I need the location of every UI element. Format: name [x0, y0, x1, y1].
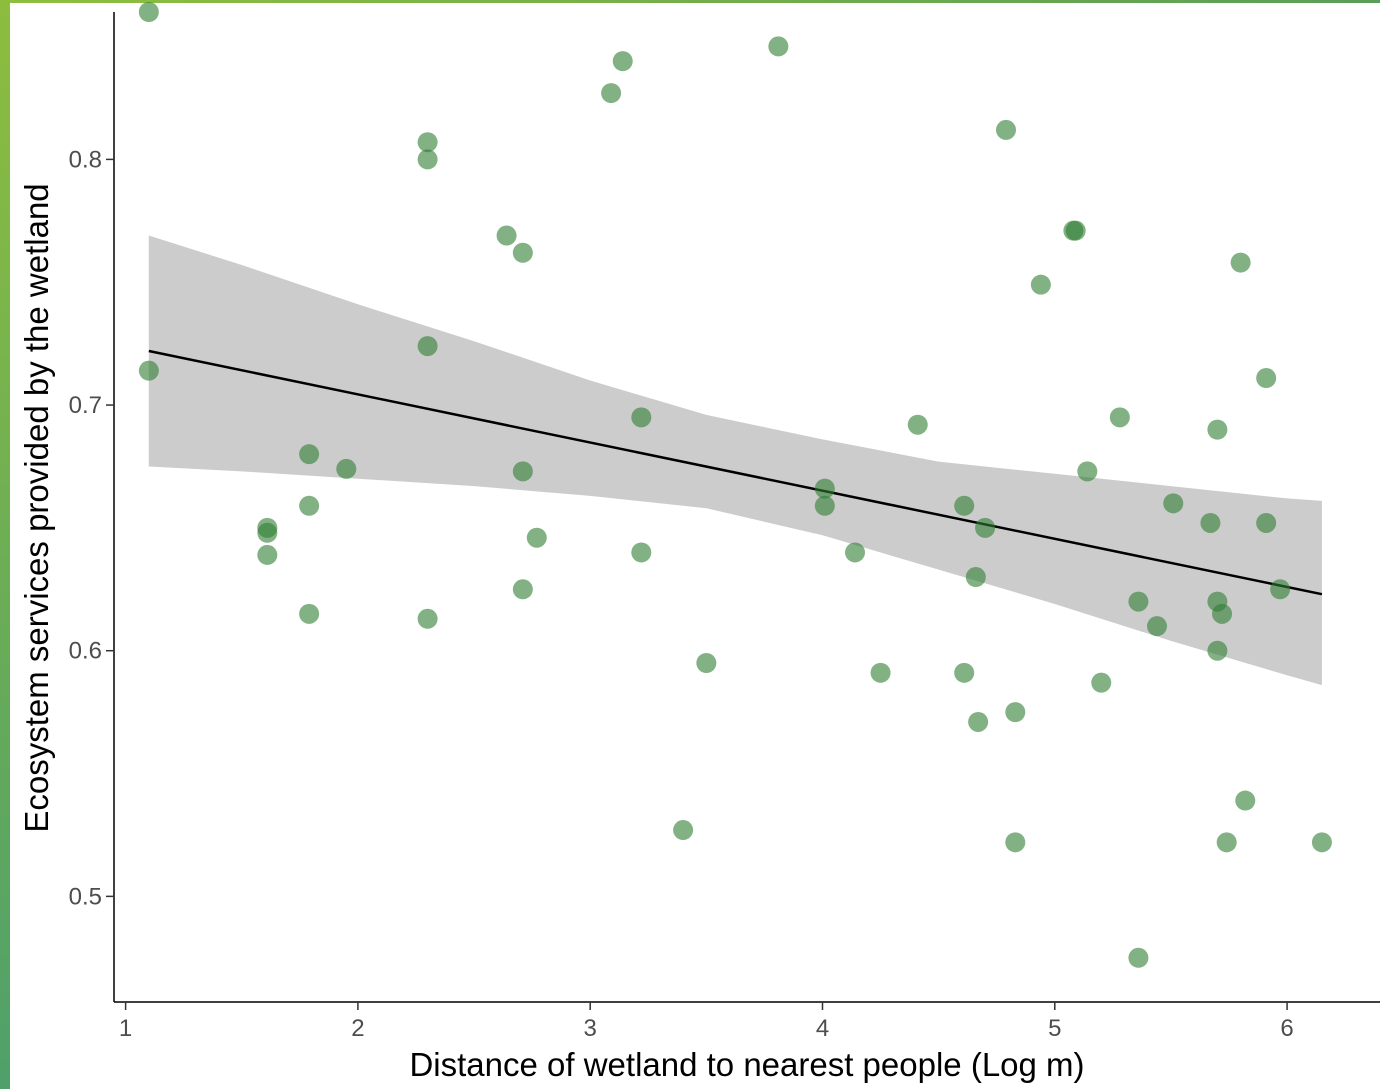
- data-point: [814, 478, 835, 499]
- x-axis-title: Distance of wetland to nearest people (L…: [409, 1046, 1084, 1083]
- data-point: [336, 458, 357, 479]
- data-points-layer: [138, 2, 1332, 968]
- data-point: [512, 461, 533, 482]
- data-point: [996, 119, 1017, 140]
- data-point: [1230, 252, 1251, 273]
- data-point: [1128, 947, 1149, 968]
- data-point: [954, 495, 975, 516]
- data-point: [138, 2, 159, 22]
- data-point: [1128, 591, 1149, 612]
- data-point: [1065, 220, 1086, 241]
- data-point: [954, 662, 975, 683]
- data-point: [1146, 616, 1167, 637]
- data-point: [299, 603, 320, 624]
- data-point: [1200, 512, 1221, 533]
- x-tick-label: 4: [816, 1015, 829, 1042]
- data-point: [257, 544, 278, 565]
- y-tick-label: 0.8: [69, 146, 102, 173]
- data-point: [1091, 672, 1112, 693]
- data-point: [299, 495, 320, 516]
- data-point: [417, 132, 438, 153]
- y-tick-label: 0.6: [69, 638, 102, 665]
- data-point: [496, 225, 517, 246]
- axes-layer: 1 2 3 4 5 6 0.5 0.6 0.7 0.8: [69, 12, 1380, 1042]
- data-point: [1235, 790, 1256, 811]
- data-point: [417, 336, 438, 357]
- data-point: [417, 149, 438, 170]
- data-point: [417, 608, 438, 629]
- data-point: [968, 711, 989, 732]
- data-point: [907, 414, 928, 435]
- data-point: [526, 527, 547, 548]
- confidence-band: [148, 235, 1322, 686]
- x-tick-label: 2: [351, 1015, 364, 1042]
- data-point: [601, 83, 622, 104]
- data-point: [768, 36, 789, 57]
- y-tick-label: 0.7: [69, 392, 102, 419]
- data-point: [1256, 512, 1277, 533]
- data-point: [1109, 407, 1130, 428]
- data-point: [1270, 579, 1291, 600]
- regression-line: [148, 349, 1323, 596]
- data-point: [814, 495, 835, 516]
- data-point: [696, 652, 717, 673]
- data-point: [1005, 832, 1026, 853]
- data-point: [257, 522, 278, 543]
- fit-line-layer: [148, 349, 1323, 596]
- data-point: [299, 444, 320, 465]
- data-point: [673, 820, 694, 841]
- data-point: [138, 360, 159, 381]
- x-tick-label: 6: [1280, 1015, 1293, 1042]
- data-point: [512, 579, 533, 600]
- x-tick-label: 5: [1048, 1015, 1061, 1042]
- data-point: [870, 662, 891, 683]
- data-point: [1212, 603, 1233, 624]
- data-point: [1163, 493, 1184, 514]
- data-point: [631, 407, 652, 428]
- data-point: [1311, 832, 1332, 853]
- y-tick-label: 0.5: [69, 883, 102, 910]
- data-point: [631, 542, 652, 563]
- data-point: [845, 542, 866, 563]
- data-point: [612, 51, 633, 72]
- confidence-band-layer: [148, 235, 1322, 686]
- frame-top-border: [0, 0, 1380, 3]
- y-axis-title: Ecosystem services provided by the wetla…: [18, 183, 55, 832]
- x-tick-label: 3: [584, 1015, 597, 1042]
- x-tick-label: 1: [119, 1015, 132, 1042]
- data-point: [965, 567, 986, 588]
- data-point: [1077, 461, 1098, 482]
- data-point: [1207, 419, 1228, 440]
- data-point: [1030, 274, 1051, 295]
- frame-left-border: [0, 0, 10, 1089]
- data-point: [1005, 702, 1026, 723]
- data-point: [1207, 640, 1228, 661]
- data-point: [975, 517, 996, 538]
- data-point: [1216, 832, 1237, 853]
- data-point: [1256, 368, 1277, 389]
- data-point: [512, 242, 533, 263]
